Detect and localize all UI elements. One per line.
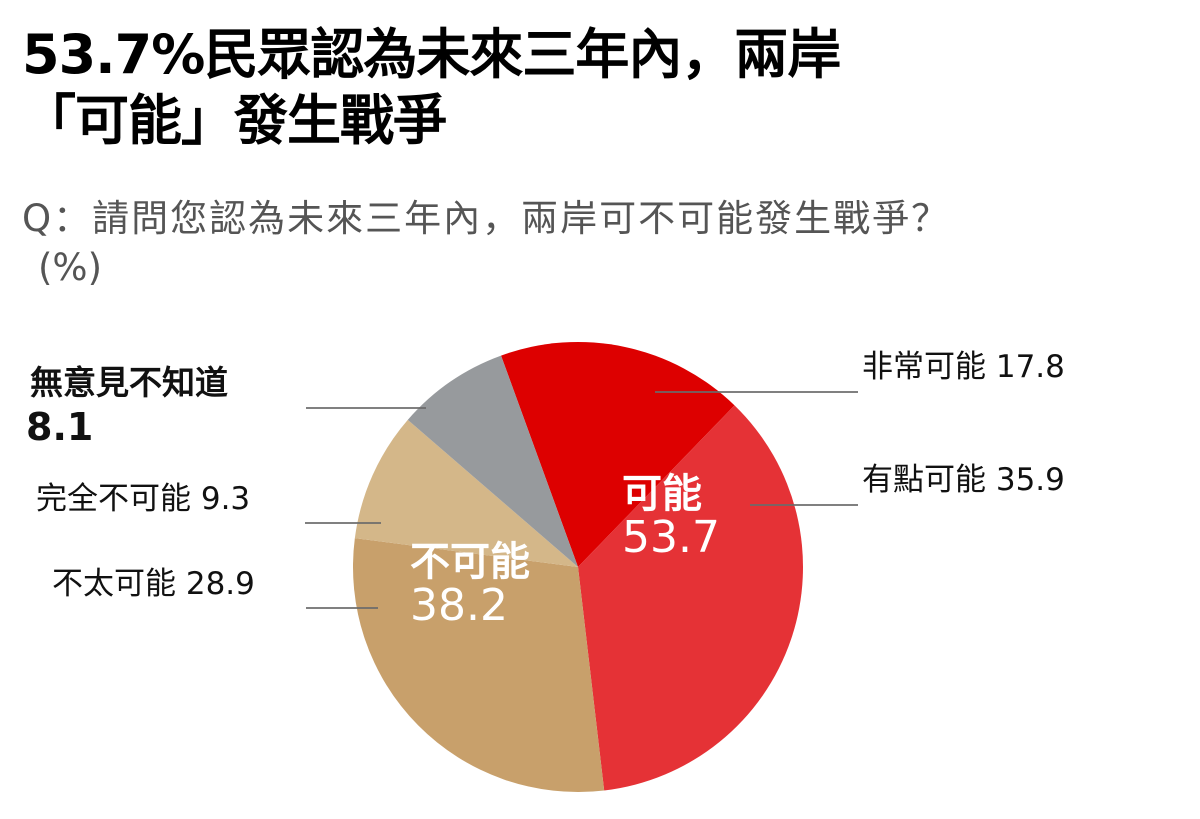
group-possible-value: 53.7 <box>622 512 720 563</box>
chart-title-line-1: 53.7%民眾認為未來三年內，兩岸 <box>22 23 841 86</box>
chart-title: 53.7%民眾認為未來三年內，兩岸 「可能」發生戰爭 <box>22 22 841 154</box>
label-not-very-possible: 不太可能 28.9 <box>52 566 255 602</box>
group-impossible-name: 不可能 <box>410 539 530 585</box>
label-no-opinion-name: 無意見不知道 <box>30 363 228 402</box>
label-somewhat-possible: 有點可能 35.9 <box>862 462 1065 498</box>
label-very-possible: 非常可能 17.8 <box>862 349 1065 385</box>
pie-slice <box>578 405 804 791</box>
group-possible-name: 可能 <box>622 471 702 517</box>
group-impossible-value: 38.2 <box>410 580 508 631</box>
chart-title-line-2: 「可能」發生戰爭 <box>22 89 447 152</box>
group-label-possible: 可能 53.7 <box>622 472 720 560</box>
survey-question: Q：請問您認為未來三年內，兩岸可不可能發生戰爭？ <box>22 197 951 240</box>
pie-slice <box>407 355 578 567</box>
group-label-impossible: 不可能 38.2 <box>410 540 530 628</box>
pie-slices <box>352 342 804 792</box>
label-totally-impossible: 完全不可能 9.3 <box>36 481 251 517</box>
label-no-opinion-value: 8.1 <box>26 405 94 449</box>
leader-lines <box>305 391 858 609</box>
pie-slice <box>501 342 735 567</box>
pie-slice <box>354 419 578 567</box>
pie-slice <box>352 538 605 792</box>
unit-label: (%) <box>38 246 103 289</box>
